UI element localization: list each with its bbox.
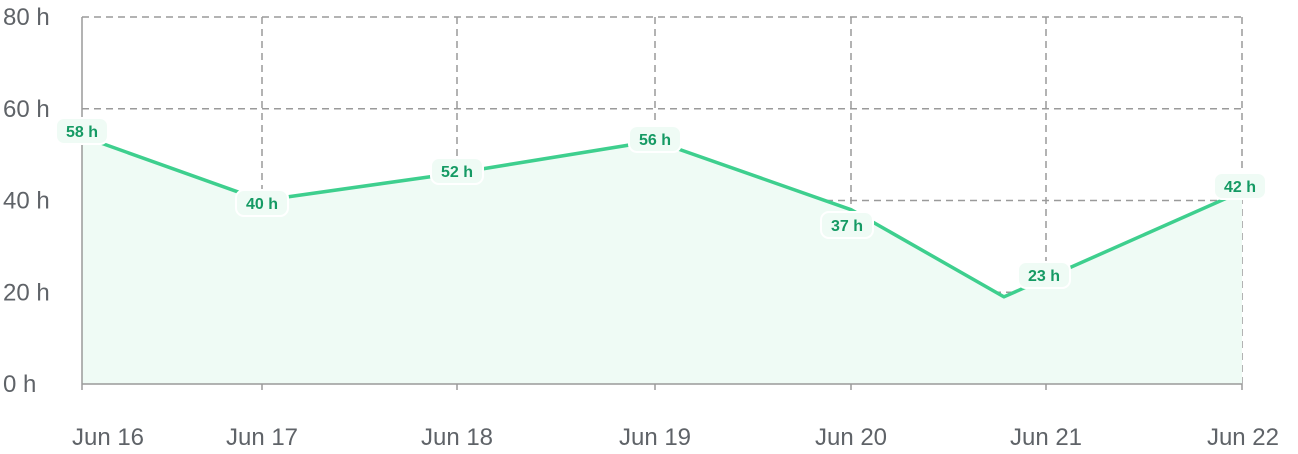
y-tick-label: 80 h bbox=[3, 4, 50, 31]
data-label-text: 56 h bbox=[639, 132, 671, 149]
x-tick-label: Jun 17 bbox=[226, 424, 298, 451]
y-axis-ticks: 0 h 20 h 40 h 60 h 80 h bbox=[3, 4, 50, 398]
axes bbox=[81, 17, 1243, 390]
x-tick-label: Jun 16 bbox=[72, 424, 144, 451]
data-label-text: 42 h bbox=[1224, 179, 1256, 196]
data-label: 58 h bbox=[55, 117, 109, 145]
data-labels: 58 h 40 h 52 h 56 h 37 h 23 h 42 h bbox=[55, 117, 1267, 289]
data-label: 56 h bbox=[628, 125, 682, 153]
x-tick-label: Jun 21 bbox=[1010, 424, 1082, 451]
y-tick-label: 20 h bbox=[3, 279, 50, 306]
data-label: 52 h bbox=[430, 157, 484, 185]
data-label-text: 58 h bbox=[66, 124, 98, 141]
area-fill bbox=[82, 136, 1242, 384]
data-label-text: 37 h bbox=[831, 218, 863, 235]
data-label-text: 40 h bbox=[246, 196, 278, 213]
data-label: 40 h bbox=[235, 189, 289, 217]
data-label-text: 52 h bbox=[441, 164, 473, 181]
x-tick-label: Jun 18 bbox=[421, 424, 493, 451]
data-label-text: 23 h bbox=[1028, 268, 1060, 285]
x-tick-label: Jun 20 bbox=[815, 424, 887, 451]
y-tick-label: 0 h bbox=[3, 371, 36, 398]
data-label: 37 h bbox=[820, 211, 874, 239]
data-label: 23 h bbox=[1017, 261, 1071, 289]
x-tick-label: Jun 19 bbox=[619, 424, 691, 451]
x-axis-ticks: Jun 16 Jun 17 Jun 18 Jun 19 Jun 20 Jun 21 Jun … bbox=[72, 424, 1279, 451]
y-tick-label: 40 h bbox=[3, 188, 50, 215]
y-tick-label: 60 h bbox=[3, 96, 50, 123]
data-label: 42 h bbox=[1213, 172, 1267, 200]
x-tick-label: Jun 22 bbox=[1207, 424, 1279, 451]
